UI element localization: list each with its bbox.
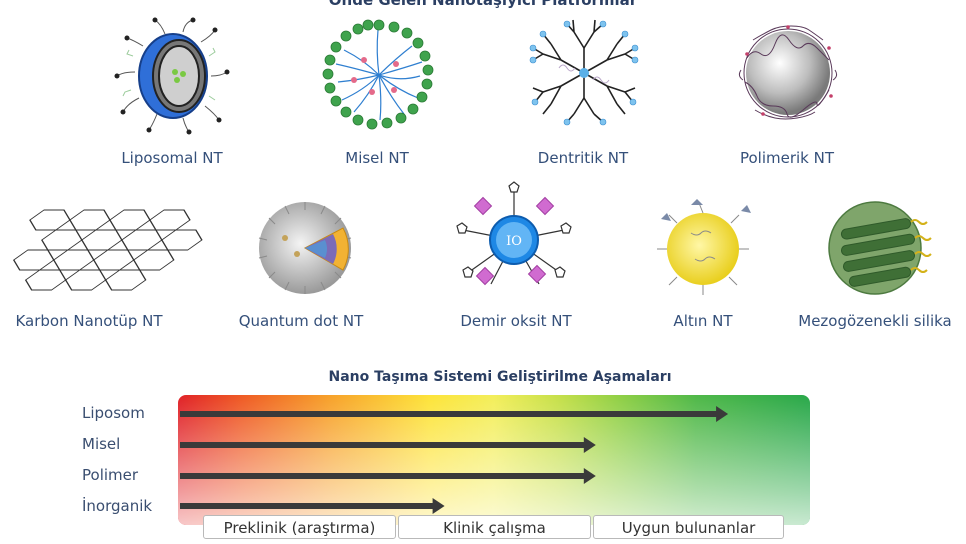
progress-arrow-shaft [180, 473, 586, 479]
liposome-icon [114, 17, 230, 135]
gold-nanoparticle-icon [657, 199, 751, 295]
row-label-liposom: Liposom [82, 404, 145, 422]
row-label-polimer: Polimer [82, 466, 139, 484]
platform-label: Karbon Nanotüp NT [15, 312, 163, 330]
platform-label: Quantum dot NT [238, 312, 364, 330]
iron-oxide-icon: IO [456, 181, 572, 286]
platform-label: Dentritik NT [537, 149, 629, 167]
iron-oxide-core-text: IO [506, 234, 522, 249]
progress-arrow-head [432, 498, 445, 514]
platforms-title: Önde Gelen Nanotaşıyıcı Platformlar [328, 0, 638, 9]
stage-klinik: Klinik çalışma [398, 515, 591, 539]
platform-label: Liposomal NT [121, 149, 223, 167]
progress-arrow-shaft [180, 411, 719, 417]
row-label-misel: Misel [82, 435, 121, 453]
row-label-inorganik: İnorganik [82, 497, 153, 515]
dendrimer-icon [529, 19, 639, 126]
mesoporous-silica-icon [828, 201, 932, 295]
quantum-dot-icon [258, 202, 352, 294]
platform-label: Demir oksit NT [460, 312, 572, 330]
progress-arrow-head [583, 437, 596, 453]
progress-arrow-head [583, 468, 596, 484]
platform-label: Misel NT [345, 149, 409, 167]
stage-preklinik: Preklinik (araştırma) [203, 515, 396, 539]
carbon-nanotube-icon [12, 209, 203, 291]
stages-title: Nano Taşıma Sistemi Geliştirilme Aşamala… [328, 369, 672, 385]
platform-label: Altın NT [673, 312, 733, 330]
stage-uygun: Uygun bulunanlar [593, 515, 784, 539]
progress-arrow-shaft [180, 503, 435, 509]
polymeric-nanoparticle-icon [738, 25, 838, 120]
platform-label: Polimerik NT [739, 149, 835, 167]
progress-arrow-shaft [180, 442, 586, 448]
micelle-icon [322, 19, 434, 130]
progress-arrow-head [716, 406, 729, 422]
platform-label: Mezogözenekli silika [798, 312, 952, 330]
